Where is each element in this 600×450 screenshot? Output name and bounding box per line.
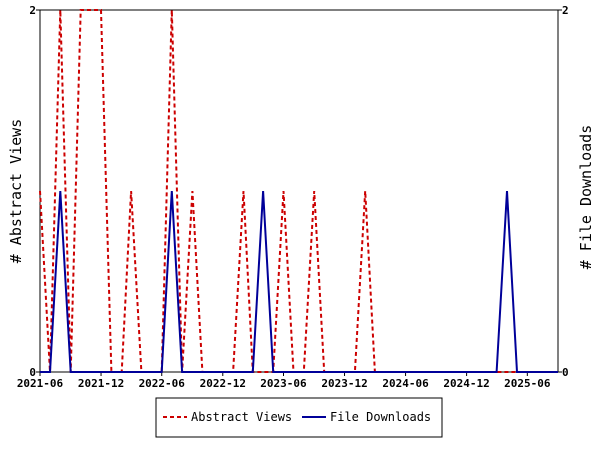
x-tick-label: 2025-06	[504, 377, 551, 390]
plot-area	[39, 9, 559, 373]
x-tick-label: 2024-12	[443, 377, 489, 390]
x-tick-label: 2023-12	[321, 377, 367, 390]
series-line-file-downloads	[40, 190, 558, 373]
x-tick-label: 2024-06	[382, 377, 429, 390]
legend-label-abstract-views: Abstract Views	[191, 410, 292, 424]
y2-tick-label: 2	[562, 4, 569, 17]
x-tick-label: 2021-06	[17, 377, 64, 390]
x-tick-label: 2023-06	[260, 377, 307, 390]
x-tick-label: 2022-06	[139, 377, 186, 390]
series-layer	[39, 9, 558, 373]
y-axis-right: 02	[558, 4, 569, 379]
y-axis-title: # Abstract Views	[7, 119, 25, 264]
y2-axis-title: # File Downloads	[577, 125, 595, 270]
y-tick-label: 2	[29, 4, 36, 17]
y2-tick-label: 0	[562, 366, 569, 379]
legend-box	[155, 397, 443, 438]
x-axis: 2021-06 2021-12 2022-06 2022-12 2023-06 2023-…	[17, 372, 551, 390]
legend: Abstract Views File Downloads	[155, 397, 443, 438]
y-axis-left: 02	[29, 4, 40, 379]
legend-label-file-downloads: File Downloads	[330, 410, 431, 424]
y-tick-label: 0	[29, 366, 36, 379]
x-tick-label: 2021-12	[78, 377, 124, 390]
x-tick-label: 2022-12	[200, 377, 246, 390]
